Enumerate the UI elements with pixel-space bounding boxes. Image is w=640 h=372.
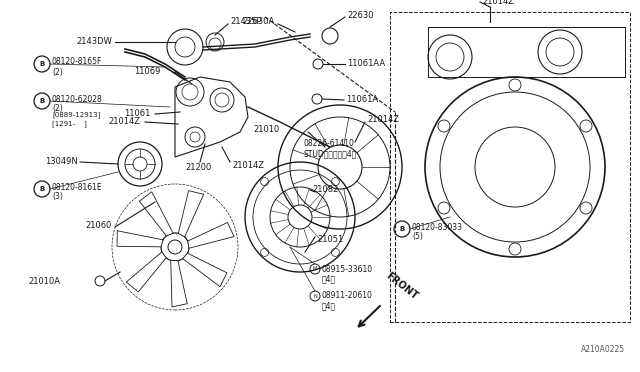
Text: 08120-62028: 08120-62028 xyxy=(52,94,103,103)
Text: 21010: 21010 xyxy=(253,125,280,134)
Text: M: M xyxy=(313,266,317,272)
Text: B: B xyxy=(40,186,45,192)
Text: 11061AA: 11061AA xyxy=(347,60,385,68)
Text: 2143DW: 2143DW xyxy=(76,38,112,46)
Text: (2): (2) xyxy=(52,105,63,113)
Text: 22630: 22630 xyxy=(347,10,374,19)
Text: (2): (2) xyxy=(52,67,63,77)
Text: 21014Z: 21014Z xyxy=(108,118,140,126)
Text: 21010A: 21010A xyxy=(28,276,60,285)
Text: [1291-    ]: [1291- ] xyxy=(52,121,87,127)
Polygon shape xyxy=(175,77,248,157)
Text: 21014Z: 21014Z xyxy=(232,160,264,170)
Text: B: B xyxy=(40,98,45,104)
Text: A210A0225: A210A0225 xyxy=(581,345,625,354)
Text: 08911-20610: 08911-20610 xyxy=(322,292,373,301)
Text: 11061: 11061 xyxy=(124,109,150,119)
Text: 21435P: 21435P xyxy=(230,17,262,26)
Text: 11061A: 11061A xyxy=(346,96,378,105)
Polygon shape xyxy=(140,192,173,236)
Text: 21200: 21200 xyxy=(185,163,211,171)
Text: 21082: 21082 xyxy=(312,185,339,193)
Text: FRONT: FRONT xyxy=(384,271,419,302)
Polygon shape xyxy=(179,190,204,237)
Text: N: N xyxy=(313,294,317,298)
Text: [0889-12913]: [0889-12913] xyxy=(52,112,100,118)
Polygon shape xyxy=(183,253,227,287)
Text: 08915-33610: 08915-33610 xyxy=(322,264,373,273)
Text: 13049N: 13049N xyxy=(45,157,78,167)
Text: STUDスタッド（4）: STUDスタッド（4） xyxy=(303,150,356,158)
Polygon shape xyxy=(117,231,163,247)
Text: 08226-61410: 08226-61410 xyxy=(303,140,354,148)
Text: B: B xyxy=(40,61,45,67)
Polygon shape xyxy=(126,252,166,292)
Text: 21014Z: 21014Z xyxy=(482,0,514,6)
Text: 08120-83033: 08120-83033 xyxy=(412,222,463,231)
Text: B: B xyxy=(399,226,404,232)
Text: (3): (3) xyxy=(52,192,63,202)
Text: （4）: （4） xyxy=(322,301,336,311)
Text: 08120-8161E: 08120-8161E xyxy=(52,183,102,192)
Text: (5): (5) xyxy=(412,232,423,241)
Text: 21051: 21051 xyxy=(317,234,343,244)
Text: （4）: （4） xyxy=(322,275,336,283)
Text: 22630A: 22630A xyxy=(243,17,275,26)
Text: 11069: 11069 xyxy=(134,67,160,77)
Polygon shape xyxy=(188,222,234,248)
Text: 08120-8165F: 08120-8165F xyxy=(52,58,102,67)
Text: 21060: 21060 xyxy=(86,221,112,230)
Polygon shape xyxy=(171,260,188,307)
Text: 21014Z: 21014Z xyxy=(367,115,399,125)
